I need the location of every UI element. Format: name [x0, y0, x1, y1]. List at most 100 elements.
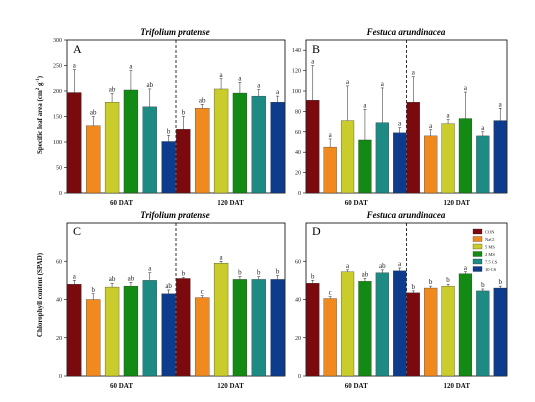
panel-c-group-label: 60 DAT — [110, 382, 133, 390]
panel-b-bar — [375, 122, 389, 194]
panel-b-title: Festuca arundinacea — [366, 27, 446, 37]
panel-b-bar — [493, 120, 507, 194]
panel-d-bar — [340, 271, 355, 377]
panel-a-significance-letter: a — [129, 63, 133, 71]
panel-d-significance-letter: ab — [362, 270, 369, 278]
panel-a-bar — [213, 88, 229, 194]
panel-b-ytick-label: 20 — [295, 171, 301, 177]
panel-d-bar — [406, 292, 420, 377]
panel-c-bar — [161, 293, 176, 377]
panel-c-label: C — [73, 224, 81, 238]
panel-a-bar — [251, 95, 266, 194]
panel-a-plot: 0 50 100 150 200 250 300 a ab ab a ab b 60 DAT b ab a a a a… — [53, 38, 286, 207]
panel-a-significance-letter: a — [220, 71, 224, 79]
panel-d-bar — [358, 281, 372, 377]
panel-c-bar — [86, 299, 101, 377]
panel-a-bar — [232, 92, 248, 194]
panel-a-significance-letter: ab — [199, 96, 206, 104]
panel-b-bar — [323, 146, 337, 194]
panel-a-group-label: 60 DAT — [110, 199, 133, 207]
panel-d-bar — [323, 298, 337, 377]
panel-b-significance-letter: a — [346, 78, 350, 86]
panel-b-significance-letter: a — [464, 84, 468, 92]
panel-a-significance-letter: ab — [146, 81, 153, 89]
panel-d-significance-letter: b — [429, 278, 433, 286]
panel-d-bar — [393, 270, 407, 377]
panel-d-significance-letter: c — [329, 289, 332, 297]
panel-d-title: Festuca arundinacea — [366, 210, 446, 220]
legend-swatch — [472, 236, 483, 242]
panel-b-label: B — [312, 42, 320, 56]
panel-a-significance-letter: a — [73, 62, 77, 70]
panel-a-ytick-label: 200 — [53, 89, 62, 95]
legend-swatch — [472, 228, 483, 235]
panel-b-significance-letter: a — [412, 69, 416, 77]
panel-a-significance-letter: ab — [90, 109, 97, 117]
panel-c-significance-letter: ab — [165, 282, 172, 290]
panel-c-bar — [213, 263, 229, 377]
panel-b-ytick-label: 100 — [292, 89, 301, 95]
panel-b-significance-letter: a — [363, 101, 367, 109]
panel-c-ytick-label: 40 — [56, 298, 62, 304]
panel-d-ytick-label: 20 — [295, 336, 301, 342]
panel-d-significance-letter: a — [464, 264, 468, 272]
panel-b-bar — [458, 118, 473, 194]
panel-b-group-label: 60 DAT — [345, 199, 368, 207]
panel-b-significance-letter: a — [311, 58, 315, 66]
panel-b-ytick-label: 80 — [295, 109, 301, 115]
panel-d-significance-letter: b — [412, 283, 416, 291]
panel-a-bar — [86, 125, 101, 194]
panel-b-bar — [441, 123, 455, 194]
panel-a-significance-letter: b — [182, 109, 186, 117]
panel-b-significance-letter: a — [398, 120, 402, 128]
panel-d-significance-letter: a — [346, 262, 350, 270]
panel-a-ytick-label: 150 — [53, 115, 62, 121]
panel-a-label: A — [73, 42, 82, 56]
panel-b-plot: 0 20 40 60 80 100 120 140 a a a a a a 60 DAT a a a a a a 120 … — [292, 39, 508, 207]
panel-c-significance-letter: b — [276, 268, 280, 276]
panel-a-ytick-label: 0 — [59, 191, 62, 197]
panel-c-significance-letter: a — [148, 265, 152, 273]
panel-a-title: Trifolium pratense — [140, 27, 209, 37]
panel-a-bar — [195, 108, 210, 194]
panel-c-bar — [104, 286, 120, 377]
panel-a-bar — [161, 141, 176, 194]
panel-b-significance-letter: a — [481, 124, 485, 132]
panel-b-bar — [424, 135, 438, 194]
panel-b-significance-letter: a — [429, 122, 433, 130]
panel-b-bar — [406, 102, 420, 194]
panel-c-ytick-label: 0 — [59, 374, 62, 380]
panel-c-group-label: 120 DAT — [217, 382, 244, 390]
panel-b-ytick-label: 60 — [295, 130, 301, 136]
legend-swatch — [472, 258, 483, 265]
panel-d-group-label: 120 DAT — [443, 382, 470, 390]
panel-c-title: Trifolium pratense — [140, 210, 209, 220]
panel-a-ytick-label: 250 — [53, 64, 62, 70]
panel-a-group-label: 120 DAT — [217, 199, 244, 207]
panel-d-bar — [441, 285, 455, 377]
panel-c-significance-letter: b — [238, 269, 242, 277]
panel-a-ytick-label: 50 — [56, 166, 62, 172]
panel-d-bar — [476, 290, 490, 377]
panel-c-bar — [270, 279, 285, 377]
legend-label: CON — [485, 229, 495, 234]
panel-d-significance-letter: b — [498, 278, 502, 286]
panel-b-ytick-label: 0 — [298, 191, 301, 197]
panel-a-bar — [176, 129, 191, 194]
panel-a-significance-letter: b — [167, 127, 171, 135]
panel-c-ytick-label: 20 — [56, 336, 62, 342]
panel-b-bar — [476, 135, 490, 194]
panel-d-bar — [424, 287, 438, 377]
panel-b-bar — [306, 100, 320, 194]
panel-c-significance-letter: a — [220, 253, 224, 261]
panel-a-bar — [104, 102, 120, 194]
panel-a-bar — [123, 89, 139, 194]
panel-b-significance-letter: a — [499, 100, 503, 108]
panel-c-significance-letter: ab — [128, 274, 135, 282]
panel-d-ytick-label: 0 — [298, 374, 301, 380]
legend-swatch — [472, 243, 483, 250]
panel-c-bar — [142, 280, 157, 377]
